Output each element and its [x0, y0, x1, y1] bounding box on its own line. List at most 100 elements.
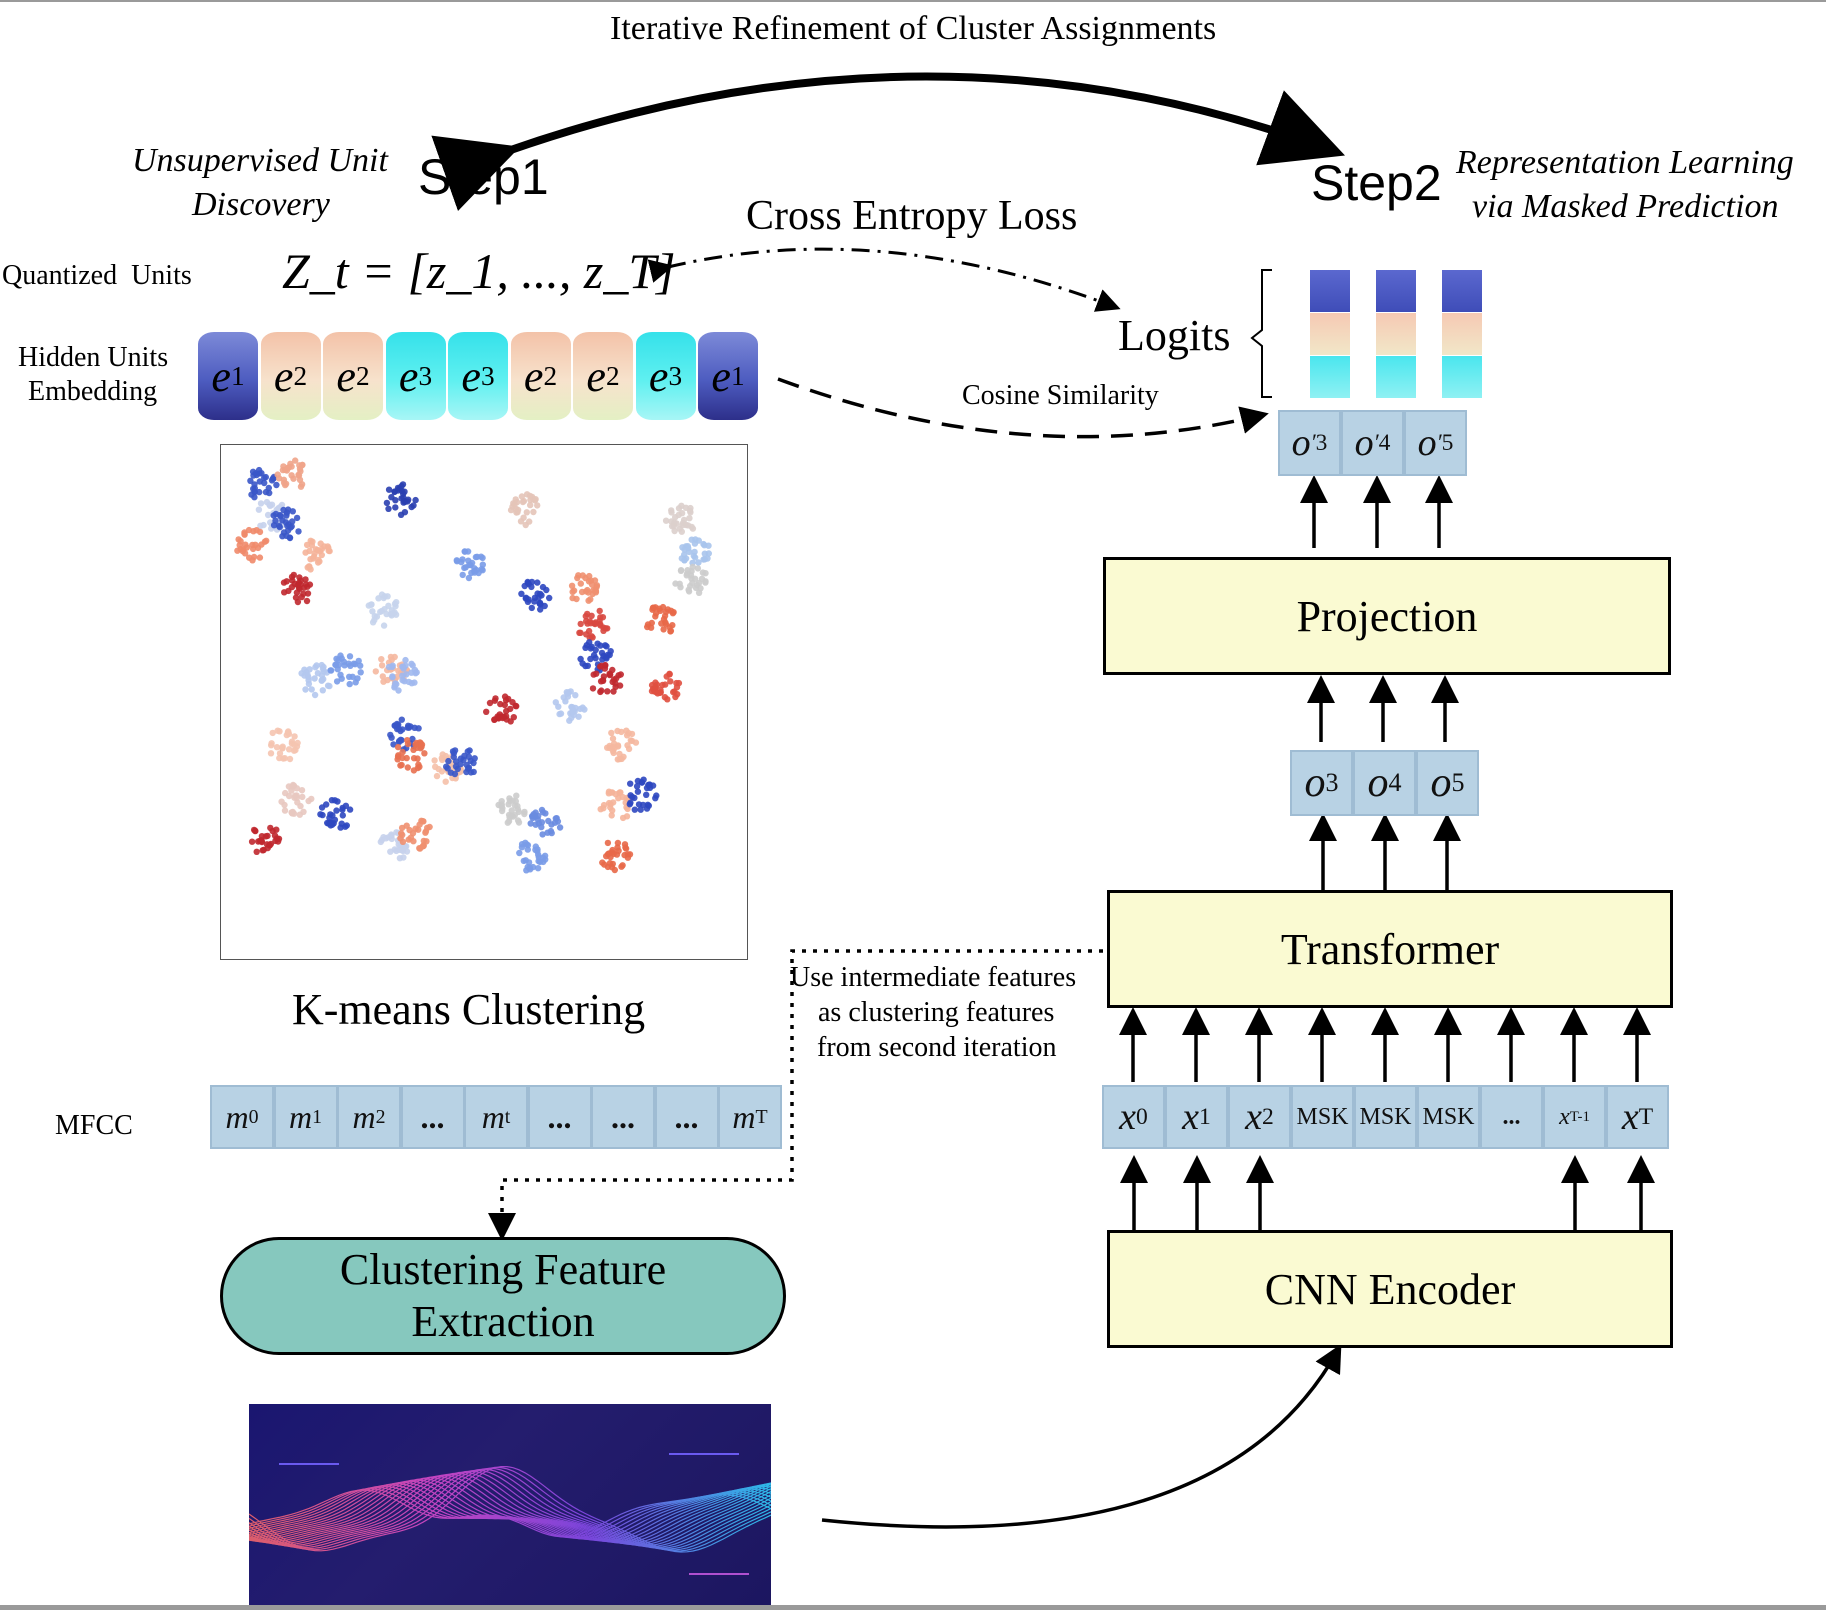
cluster-points — [678, 536, 712, 567]
cluster-points — [576, 607, 611, 641]
cluster-points — [648, 670, 683, 703]
cluster-points — [248, 824, 283, 855]
cluster-points — [302, 537, 333, 573]
outputs-to-projection-arrows — [1307, 675, 1459, 742]
mask-token: MSK — [1291, 1085, 1354, 1149]
mfcc-token: ... — [527, 1085, 592, 1149]
cluster-points — [377, 829, 411, 862]
audio-waveform-image — [249, 1404, 771, 1605]
cross-entropy-label: Cross Entropy Loss — [746, 193, 1078, 239]
cnn-encoder-box: CNN Encoder — [1107, 1230, 1673, 1348]
intermediate-note-line1: Use intermediate features — [790, 962, 1077, 993]
cluster-points — [298, 661, 333, 699]
waveform-line — [249, 1477, 771, 1544]
clustering-feature-extraction-box: Clustering Feature Extraction — [220, 1237, 786, 1355]
cluster-points — [365, 591, 400, 629]
input-token: ... — [1480, 1085, 1543, 1149]
logit-bin — [1310, 313, 1350, 355]
hidden-units-label-line2: Embedding — [28, 376, 158, 407]
step1-caption-line1: Unsupervised Unit — [132, 142, 388, 179]
cluster-points — [495, 792, 528, 826]
transformer-label: Transformer — [1280, 924, 1500, 974]
projected-output-cell: o ′ 5 — [1404, 410, 1467, 476]
cluster-points — [267, 727, 301, 763]
waveform-line — [249, 1470, 771, 1549]
cnn-encoder-label: CNN Encoder — [1264, 1264, 1516, 1314]
kmeans-label: K-means Clustering — [292, 985, 646, 1034]
waveform-line — [249, 1467, 771, 1551]
cnn-to-inputs-arrows — [1120, 1155, 1655, 1230]
cluster-points — [443, 747, 478, 778]
step1-label: Step1 — [418, 149, 549, 205]
step2-caption-line2: via Masked Prediction — [1472, 188, 1779, 225]
kmeans-scatter-svg — [234, 457, 712, 874]
mfcc-token: ... — [591, 1085, 655, 1149]
waveform-line — [249, 1475, 771, 1545]
cross-entropy-arrow — [647, 247, 1121, 312]
projection-box: Projection — [1103, 557, 1671, 675]
cluster-points — [278, 781, 315, 818]
iteration-arc — [431, 72, 1346, 212]
waveform-line — [249, 1473, 771, 1546]
cluster-points — [397, 817, 433, 852]
cluster-points — [270, 506, 302, 542]
cluster-points — [589, 661, 624, 696]
waveform-line — [249, 1469, 771, 1549]
cluster-points — [317, 797, 354, 831]
kmeans-scatter-plot — [220, 444, 748, 960]
waveform-line — [249, 1466, 771, 1552]
logits-label: Logits — [1118, 311, 1231, 360]
cluster-points — [597, 788, 634, 822]
cluster-points — [644, 603, 677, 635]
cluster-points — [577, 639, 614, 674]
waveform-line — [249, 1466, 771, 1553]
cluster-points — [385, 656, 420, 694]
input-token: x T-1 — [1543, 1085, 1606, 1149]
cluster-points — [247, 466, 280, 501]
logit-bin — [1442, 270, 1482, 312]
waveform-svg — [249, 1453, 771, 1575]
mask-token: MSK — [1417, 1085, 1480, 1149]
logit-bin — [1442, 313, 1482, 355]
step1-caption-line2: Discovery — [192, 186, 330, 223]
logit-bin — [1376, 313, 1416, 355]
logit-bin — [1310, 356, 1350, 398]
cluster-points — [280, 571, 314, 606]
cosine-similarity-label: Cosine Similarity — [962, 380, 1159, 411]
cluster-points — [516, 839, 549, 874]
projected-output-cell: o ′ 3 — [1278, 410, 1341, 476]
waveform-line — [249, 1468, 771, 1550]
cluster-points — [527, 806, 564, 838]
waveform-line — [249, 1489, 771, 1538]
step2-caption-line1: Representation Learning — [1456, 144, 1794, 181]
cluster-points — [394, 737, 428, 774]
cluster-points — [234, 526, 270, 564]
quantized-units-label: Quantized Units — [2, 260, 192, 291]
cluster-points — [483, 693, 520, 725]
waveform-line — [249, 1474, 771, 1546]
intermediate-note-line3: from second iteration — [817, 1032, 1057, 1063]
waveform-line — [249, 1472, 771, 1547]
diagram-title: Iterative Refinement of Cluster Assignme… — [610, 10, 1217, 47]
transformer-to-outputs-arrows — [1309, 813, 1461, 890]
cluster-points — [599, 839, 634, 874]
cluster-points — [507, 491, 541, 529]
audio-to-cnn-arrow — [821, 1343, 1342, 1529]
cfe-line1: Clustering Feature — [339, 1245, 667, 1294]
